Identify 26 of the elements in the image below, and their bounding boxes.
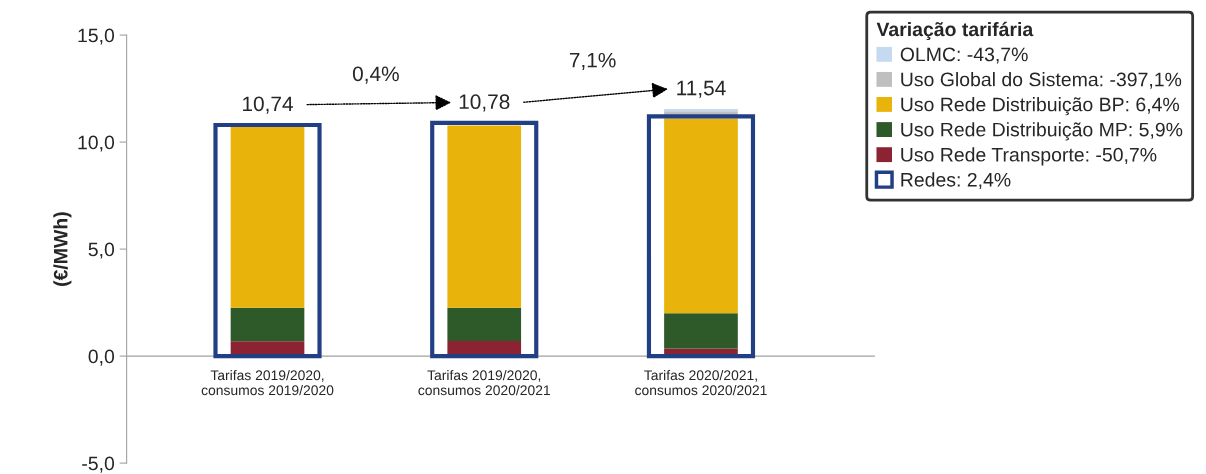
bar [664, 313, 738, 349]
bar [230, 307, 305, 342]
bar [664, 109, 738, 112]
legend-label: Uso Rede Distribuição MP: 5,9% [901, 122, 1183, 141]
legend-label: OLMC: -43,7% [900, 47, 1028, 64]
x-tick-label: Tarifas 2019/2020, consumos 2019/2020 [201, 369, 334, 396]
total-label: 10,78 [459, 94, 510, 112]
legend-label: Redes: 2,4% [901, 172, 1011, 189]
bar [447, 125, 522, 308]
annotation: 0,4% [352, 66, 399, 84]
legend-title: Variação tarifária [876, 21, 1034, 41]
y-axis-title: (€/MWh) [53, 212, 72, 286]
y-tick-label: 5,0 [88, 242, 115, 259]
total-label: 11,54 [677, 80, 726, 98]
annotation: 7,1% [569, 52, 616, 71]
y-tick-label: 0,0 [88, 349, 115, 366]
legend-label: Uso Rede Distribuição BP: 6,4% [901, 97, 1180, 116]
x-tick-label: Tarifas 2019/2020, consumos 2020/2021 [418, 369, 550, 396]
x-tick-label: Tarifas 2020/2021, consumos 2020/2021 [635, 369, 767, 396]
y-tick-label: 10,0 [78, 135, 115, 152]
y-tick-label: 15,0 [78, 28, 115, 45]
legend-label: Uso Rede Transporte: -50,7% [901, 147, 1157, 166]
total-label: 10,74 [243, 96, 293, 114]
y-tick-label: -5,0 [82, 456, 115, 473]
legend-label: Uso Global do Sistema: -397,1% [901, 72, 1182, 89]
bar [447, 307, 522, 342]
